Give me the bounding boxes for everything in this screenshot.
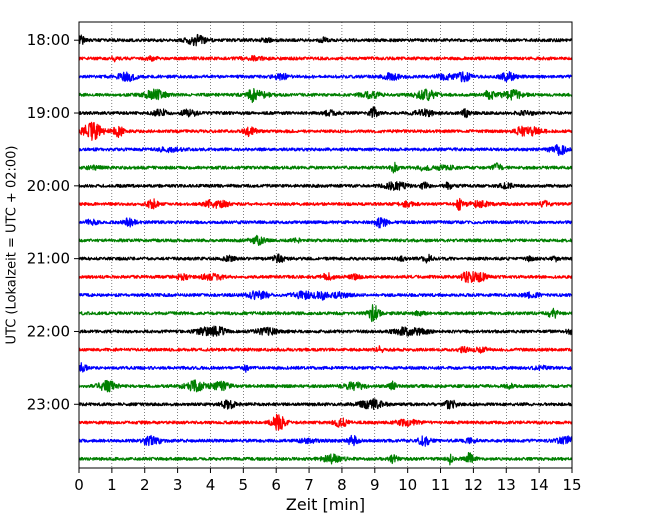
x-axis-label: Zeit [min] <box>286 495 365 514</box>
seismogram-trace <box>78 106 573 119</box>
y-tick-label: 19:00 <box>27 104 70 122</box>
seismogram-trace <box>78 71 573 83</box>
seismogram-trace <box>78 88 573 104</box>
x-tick-label: 14 <box>530 476 549 494</box>
vertical-grid <box>78 22 573 468</box>
seismogram-trace <box>78 452 573 466</box>
seismogram-trace <box>78 413 573 431</box>
y-tick-label: 18:00 <box>27 31 70 49</box>
seismogram-trace <box>78 54 573 63</box>
x-tick-label: 2 <box>140 476 150 494</box>
seismogram-trace <box>78 121 573 141</box>
y-axis-ticks: 18:00 19:00 20:00 21:00 22:00 23:00 <box>27 31 79 413</box>
seismogram-traces <box>78 33 573 466</box>
seismogram-trace <box>78 234 573 247</box>
x-tick-label: 9 <box>370 476 380 494</box>
x-tick-label: 7 <box>304 476 314 494</box>
seismogram-trace <box>78 434 573 447</box>
seismogram-trace <box>78 33 573 47</box>
x-tick-label: 10 <box>398 476 417 494</box>
seismogram-trace <box>78 161 573 174</box>
x-tick-label: 13 <box>497 476 516 494</box>
seismogram-trace <box>78 379 573 393</box>
x-tick-label: 8 <box>337 476 347 494</box>
x-tick-label: 4 <box>206 476 216 494</box>
plot-frame <box>78 21 573 469</box>
x-tick-label: 12 <box>464 476 483 494</box>
seismogram-trace <box>78 197 573 211</box>
y-axis-label: UTC (Lokalzeit = UTC + 02:00) <box>5 146 20 345</box>
x-tick-label: 15 <box>562 476 581 494</box>
seismogram-trace <box>78 398 573 411</box>
seismogram-trace <box>78 217 573 229</box>
x-axis-ticks: 0 1 2 3 4 5 6 7 8 9 10 11 12 13 14 15 <box>74 468 582 494</box>
seismogram-trace <box>78 290 573 301</box>
y-tick-label: 20:00 <box>27 177 70 195</box>
x-tick-label: 3 <box>173 476 183 494</box>
x-tick-label: 6 <box>271 476 281 494</box>
y-tick-label: 23:00 <box>27 395 70 413</box>
seismogram-trace <box>78 325 573 337</box>
seismogram-trace <box>78 181 573 191</box>
seismogram-trace <box>78 271 573 284</box>
seismogram-trace <box>78 253 573 264</box>
seismogram-trace <box>78 304 573 323</box>
seismogram-trace <box>78 143 573 157</box>
y-tick-label: 21:00 <box>27 250 70 268</box>
x-tick-label: 0 <box>74 476 84 494</box>
seismogram-trace <box>78 345 573 354</box>
seismogram-trace <box>78 362 573 373</box>
y-tick-label: 22:00 <box>27 322 70 340</box>
x-tick-label: 5 <box>239 476 249 494</box>
x-tick-label: 11 <box>431 476 450 494</box>
x-tick-label: 1 <box>107 476 117 494</box>
